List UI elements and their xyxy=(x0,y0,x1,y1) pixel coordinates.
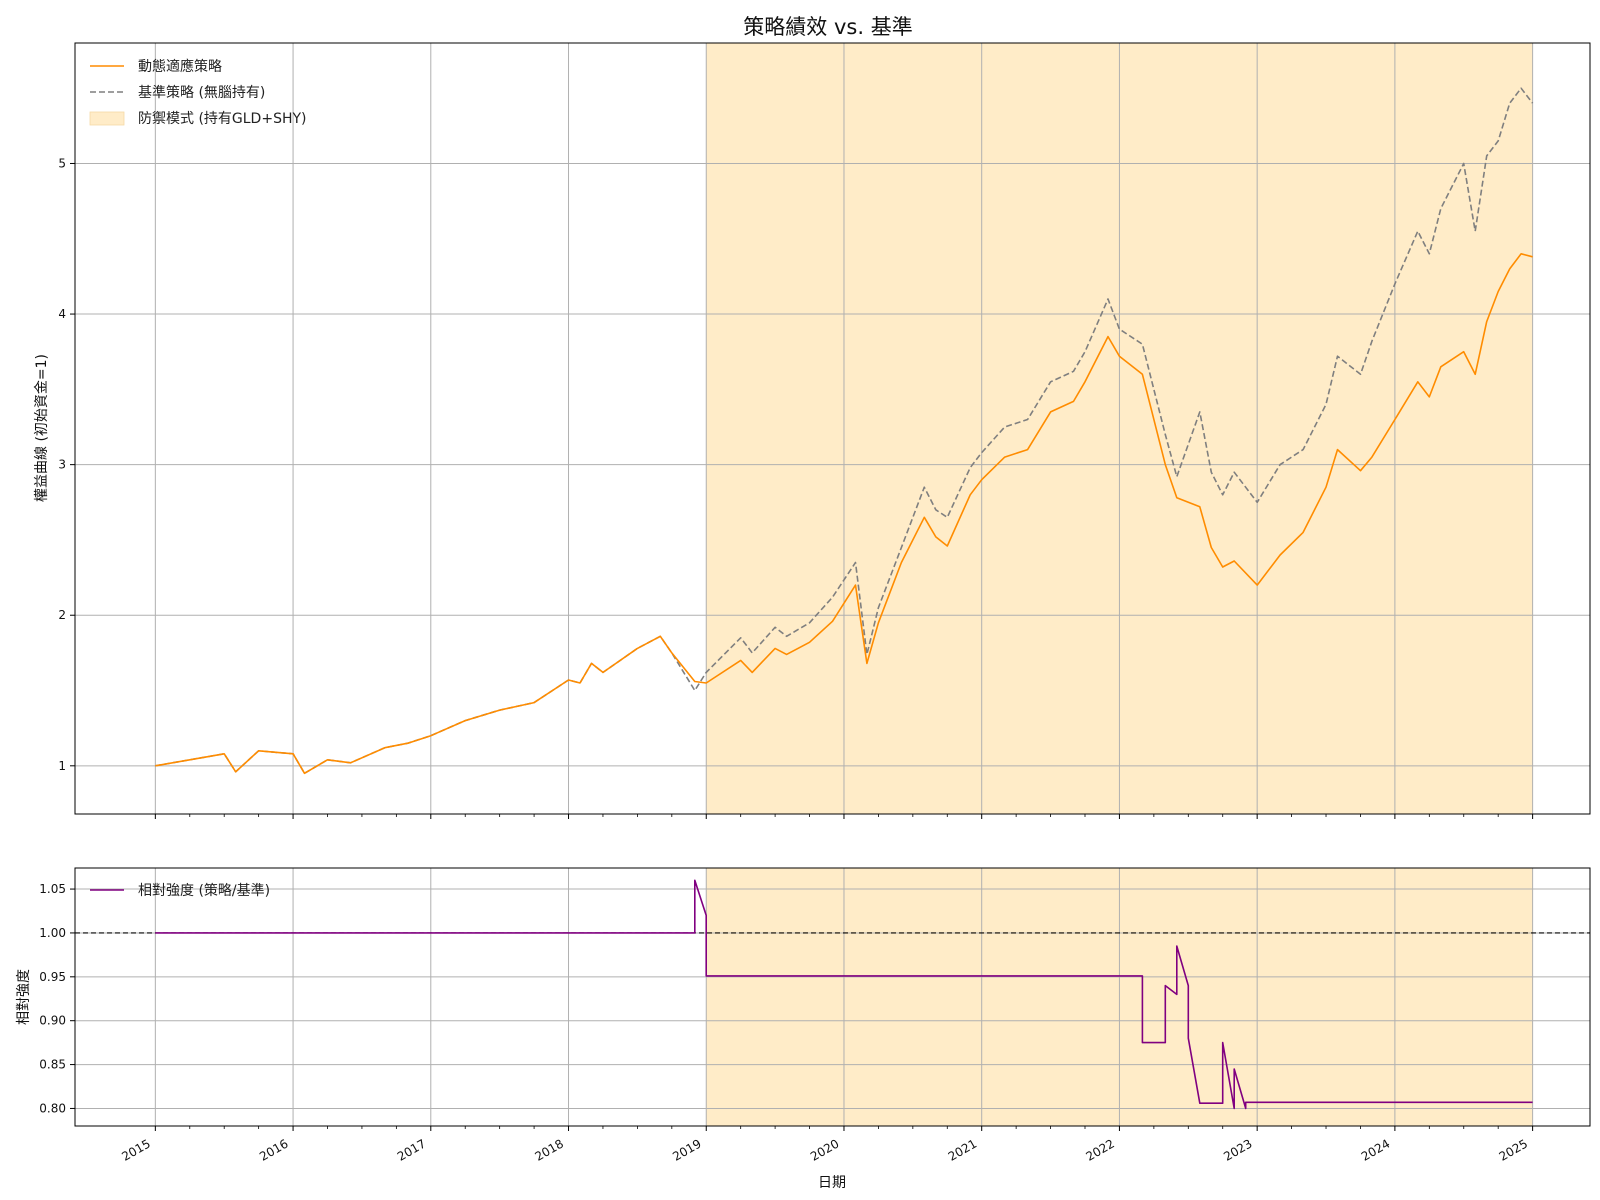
relative-strength-panel: 0.800.850.900.951.001.05 2015 2016 2017 201… xyxy=(16,867,1591,1191)
x-axis-label: 日期 xyxy=(818,1175,846,1191)
legend-defense-label: 防禦模式 (持有GLD+SHY) xyxy=(138,111,307,127)
benchmark-line xyxy=(155,87,1534,775)
relative-gridlines xyxy=(75,868,1590,1126)
legend-benchmark-label: 基準策略 (無腦持有) xyxy=(138,84,265,101)
chart-title: 策略績效 vs. 基準 xyxy=(743,15,912,39)
y-tick-label: 5 xyxy=(58,156,66,170)
strategy-line xyxy=(155,253,1533,775)
y-tick-label: 1.05 xyxy=(39,882,66,896)
equity-gridlines xyxy=(75,43,1590,814)
relative-y-axis-label: 相對強度 xyxy=(16,969,32,1025)
equity-y-axis-label: 權益曲線 (初始資金=1) xyxy=(33,354,50,502)
relative-strength-line xyxy=(155,879,1533,1110)
y-tick-label: 0.80 xyxy=(39,1101,66,1115)
y-tick-label: 1.00 xyxy=(39,926,66,940)
y-tick-label: 2 xyxy=(58,608,66,622)
y-tick-label: 0.85 xyxy=(39,1058,66,1072)
relative-plot-frame xyxy=(74,867,1591,1127)
relative-y-ticks: 0.80 0.85 0.90 0.95 1.00 1.05 xyxy=(39,882,75,1115)
y-tick-label: 4 xyxy=(58,307,66,321)
y-tick-label: 0.90 xyxy=(39,1014,66,1028)
equity-y-ticks: 1 2 3 4 5 xyxy=(58,156,75,773)
legend-relative-label: 相對強度 (策略/基準) xyxy=(138,882,270,899)
relative-series xyxy=(155,879,1533,1110)
equity-legend: 動態適應策略 基準策略 (無腦持有) 防禦模式 (持有GLD+SHY) xyxy=(89,58,307,127)
equity-curve-panel: 1 2 3 4 5 權益曲線 (初始資金=1) 動態適應策略 基準策略 (無腦持有) 防… xyxy=(33,42,1591,819)
y-tick-label: 3 xyxy=(58,458,66,472)
legend-strategy-label: 動態適應策略 xyxy=(138,58,222,75)
equity-plot-frame xyxy=(74,42,1591,815)
relative-legend: 相對強度 (策略/基準) xyxy=(90,882,270,899)
y-tick-label: 0.95 xyxy=(39,970,66,984)
equity-series xyxy=(155,87,1534,775)
y-tick-label: 1 xyxy=(58,759,66,773)
equity-x-ticks xyxy=(154,814,1534,819)
legend-defense-swatch xyxy=(89,111,125,126)
